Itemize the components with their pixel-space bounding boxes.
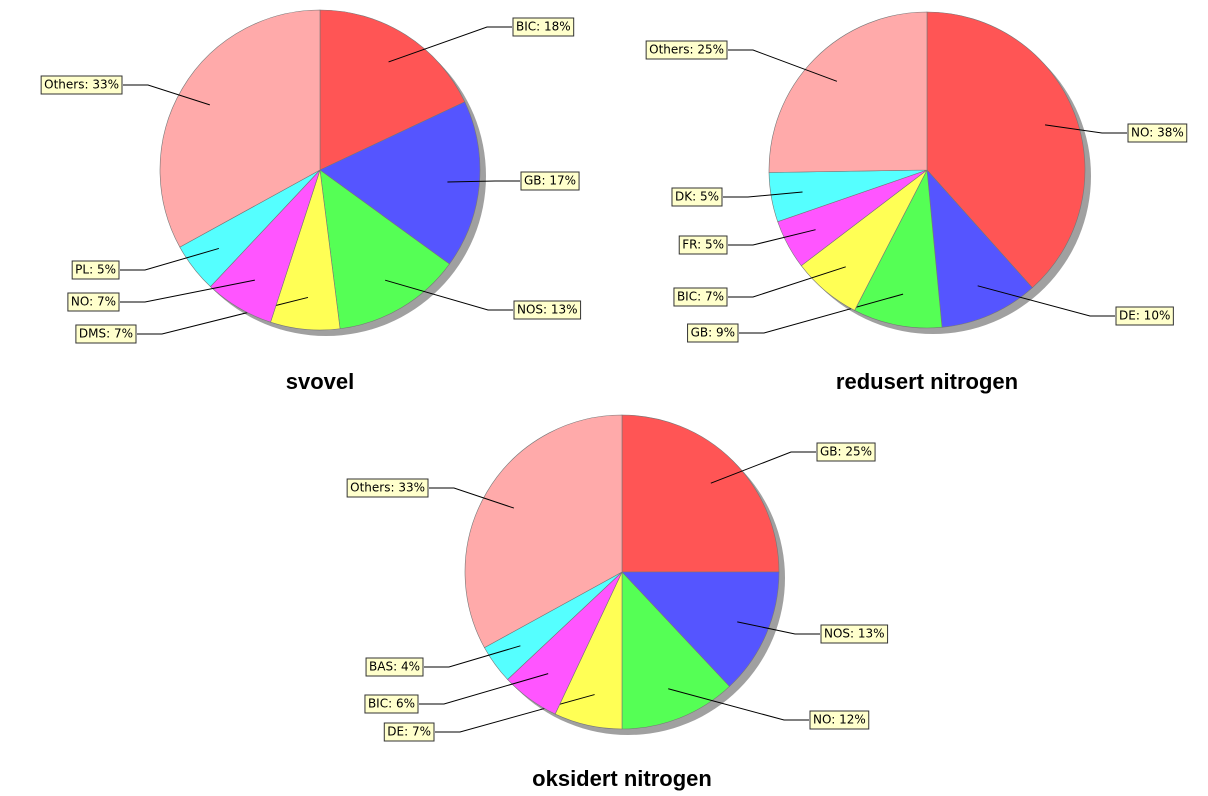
- slice-label: BIC: 7%: [677, 290, 724, 304]
- leader-line: [977, 285, 1115, 317]
- slice-label: FR: 5%: [682, 238, 724, 252]
- slice-label: NOS: 13%: [824, 627, 885, 641]
- pie-chart: BIC: 18% GB: 17% NOS: 13% DMS: 7% NO: 7% PL: …: [40, 9, 582, 394]
- pie-slice: [621, 414, 780, 573]
- label-box: [816, 442, 876, 462]
- label-box: [512, 17, 575, 37]
- slice-label: Others: 33%: [44, 78, 119, 92]
- label-box: [365, 657, 424, 677]
- slice-label: GB: 25%: [820, 445, 872, 459]
- label-box: [520, 171, 580, 191]
- label-box: [40, 75, 123, 95]
- slice-label: Others: 33%: [350, 481, 425, 495]
- label-box: [820, 624, 889, 644]
- slice-label: Others: 25%: [649, 43, 724, 57]
- leader-line: [120, 279, 255, 303]
- leader-line: [728, 229, 816, 246]
- slice-label: BIC: 18%: [516, 20, 571, 34]
- leader-line: [728, 266, 846, 298]
- leader-line: [668, 688, 809, 721]
- leader-line: [737, 621, 820, 635]
- pie-slice: [926, 11, 1086, 289]
- pie-slice: [621, 571, 730, 730]
- label-box: [513, 300, 582, 320]
- leader-line: [710, 451, 816, 484]
- label-box: [678, 235, 728, 255]
- label-box: [75, 324, 137, 344]
- leader-line: [429, 487, 515, 509]
- label-box: [1115, 306, 1174, 326]
- label-box: [383, 722, 435, 742]
- pie-slice: [854, 168, 943, 329]
- pie-slice: [464, 414, 623, 649]
- label-box: [687, 323, 739, 343]
- leader-line: [385, 279, 513, 311]
- chart-title: oksidert nitrogen: [532, 766, 712, 791]
- label-box: [809, 710, 870, 730]
- leader-line: [447, 180, 520, 183]
- slice-label: NO: 7%: [71, 295, 116, 309]
- label-box: [671, 187, 723, 207]
- pie-slice: [621, 571, 780, 687]
- pie-slice: [926, 169, 1033, 328]
- slice-label: NO: 38%: [1131, 126, 1184, 140]
- slice-label: GB: 9%: [691, 326, 735, 340]
- slice-label: NOS: 13%: [517, 303, 578, 317]
- label-box: [673, 287, 728, 307]
- label-box: [346, 478, 429, 498]
- leader-line: [123, 84, 210, 106]
- leader-line: [723, 191, 803, 198]
- leader-line: [728, 49, 838, 82]
- slice-label: BIC: 6%: [368, 697, 415, 711]
- label-box: [71, 260, 120, 280]
- label-box: [67, 292, 120, 312]
- slice-label: DK: 5%: [675, 190, 719, 204]
- slice-label: PL: 5%: [75, 263, 116, 277]
- leader-line: [120, 247, 220, 271]
- label-box: [645, 40, 728, 60]
- slice-label: NO: 12%: [813, 713, 866, 727]
- leader-line: [739, 293, 904, 334]
- label-box: [1127, 123, 1188, 143]
- leader-line: [419, 673, 549, 705]
- leader-line: [388, 26, 512, 63]
- leader-line: [424, 645, 521, 668]
- slice-label: BAS: 4%: [369, 660, 420, 674]
- slice-label: GB: 17%: [524, 174, 576, 188]
- slice-label: DMS: 7%: [79, 327, 133, 341]
- slice-label: DE: 7%: [387, 725, 431, 739]
- chart-title: redusert nitrogen: [836, 369, 1018, 394]
- leader-line: [1045, 124, 1127, 134]
- pie-slice: [768, 11, 928, 173]
- pie-chart: NO: 38% DE: 10% GB: 9% BIC: 7% FR: 5% DK: 5% O…: [645, 11, 1188, 394]
- slice-label: DE: 10%: [1119, 309, 1170, 323]
- pie-slice: [159, 9, 321, 248]
- label-box: [364, 694, 419, 714]
- pie-slice: [319, 101, 481, 265]
- pie-chart: GB: 25% NOS: 13% NO: 12% DE: 7% BIC: 6% BAS: …: [346, 414, 889, 791]
- pie-slice: [319, 9, 466, 171]
- chart-title: svovel: [286, 369, 355, 394]
